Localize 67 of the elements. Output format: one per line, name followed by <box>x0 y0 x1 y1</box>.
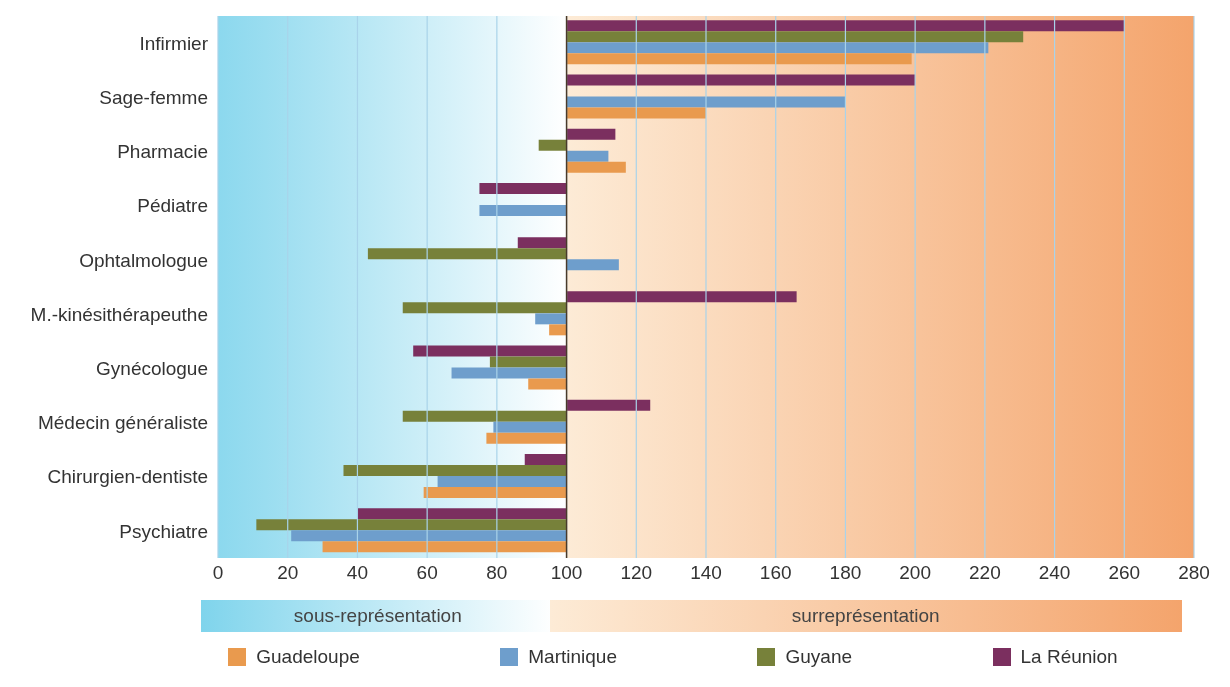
legend-label: La Réunion <box>1020 646 1118 668</box>
bar <box>437 475 567 487</box>
bar <box>566 161 626 173</box>
bar <box>524 453 567 465</box>
bar <box>367 248 567 260</box>
legend-label: Martinique <box>528 646 617 668</box>
x-tick-label: 40 <box>346 562 368 584</box>
bar <box>357 508 567 520</box>
bar <box>566 96 846 108</box>
bar <box>489 356 567 368</box>
bar <box>479 182 567 194</box>
x-tick-label: 240 <box>1038 562 1071 584</box>
band-label: sous-représentation <box>201 600 555 632</box>
bar <box>493 421 567 433</box>
legend-label: Guyane <box>785 646 853 668</box>
bar <box>451 367 567 379</box>
x-tick-label: 200 <box>899 562 931 584</box>
y-tick-label: Pharmacie <box>117 141 208 163</box>
bar <box>549 324 567 336</box>
bar <box>256 519 567 531</box>
bar <box>566 53 912 65</box>
bar <box>402 302 567 314</box>
y-tick-label: Sage-femme <box>99 87 208 109</box>
y-tick-label: Pédiatre <box>137 195 208 217</box>
bar <box>566 150 609 162</box>
x-tick-label: 260 <box>1108 562 1141 584</box>
x-tick-label: 220 <box>969 562 1001 584</box>
bar <box>322 541 567 553</box>
x-tick-label: 60 <box>416 562 438 584</box>
bar <box>413 345 567 357</box>
bar <box>517 237 567 249</box>
bar <box>291 530 567 542</box>
y-tick-label: Psychiatre <box>119 520 208 542</box>
bar <box>538 139 567 151</box>
band-label: surreprésentation <box>549 600 1182 632</box>
bar <box>566 31 1024 43</box>
bar <box>566 259 619 271</box>
x-tick-label: 80 <box>486 562 508 584</box>
bar <box>566 74 916 86</box>
x-tick-label: 180 <box>829 562 862 584</box>
bar <box>402 410 567 422</box>
y-tick-label: M.-kinésithérapeuthe <box>30 303 208 325</box>
x-tick-label: 160 <box>759 562 792 584</box>
bar <box>566 399 651 411</box>
x-tick-label: 100 <box>550 562 583 584</box>
bar <box>535 313 567 325</box>
x-tick-label: 20 <box>277 562 299 584</box>
bar <box>423 486 567 498</box>
bar <box>528 378 567 390</box>
y-tick-label: Chirurgien-dentiste <box>47 466 208 488</box>
x-tick-label: 140 <box>690 562 722 584</box>
bar <box>343 464 567 476</box>
x-tick-label: 120 <box>620 562 653 584</box>
bar <box>486 432 567 444</box>
bar <box>566 42 989 54</box>
y-tick-label: Ophtalmologue <box>79 249 208 271</box>
y-tick-label: Médecin généraliste <box>37 412 208 434</box>
legend-label: Guadeloupe <box>256 646 360 668</box>
y-tick-label: Gynécologue <box>96 358 208 380</box>
x-tick-label: 280 <box>1178 562 1210 584</box>
y-tick-label: Infirmier <box>139 32 209 54</box>
bar <box>566 128 616 140</box>
bar <box>566 20 1125 32</box>
x-tick-label: 0 <box>212 562 224 584</box>
bar <box>566 291 797 303</box>
bar <box>566 107 706 119</box>
bar <box>479 204 567 216</box>
